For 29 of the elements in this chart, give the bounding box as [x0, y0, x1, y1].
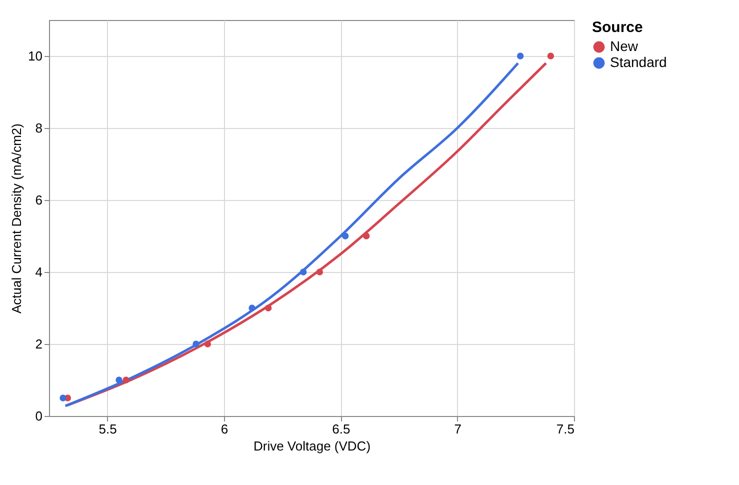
point: [362, 232, 370, 240]
legend-label: Standard: [610, 54, 667, 70]
y-axis-title: Actual Current Density (mA/cm2): [9, 124, 24, 314]
x-tick-label: 7: [454, 422, 462, 436]
point: [192, 340, 200, 348]
point: [204, 340, 212, 348]
point: [516, 52, 524, 60]
point: [300, 268, 307, 276]
y-tick-label: 4: [35, 264, 42, 280]
y-tick-label: 0: [35, 408, 42, 424]
point: [316, 268, 324, 276]
y-tick-label: 2: [35, 336, 42, 352]
legend-label: New: [610, 38, 639, 54]
x-tick-label: 5.5: [98, 422, 117, 436]
x-tick-label: 6.5: [332, 422, 350, 436]
y-tick-label: 10: [28, 48, 42, 64]
point: [547, 52, 554, 60]
x-tick-label: 6: [220, 422, 228, 436]
point: [248, 304, 256, 312]
point: [116, 376, 122, 384]
x-axis-title: Drive Voltage (VDC): [253, 438, 371, 454]
point: [122, 376, 130, 384]
point: [342, 232, 349, 240]
y-tick-label: 6: [35, 192, 42, 208]
point: [264, 304, 272, 312]
point: [60, 394, 66, 402]
y-tick-label: 8: [35, 120, 42, 136]
x-tick-label: 7.5: [556, 422, 574, 436]
legend-title: Source: [592, 19, 643, 36]
